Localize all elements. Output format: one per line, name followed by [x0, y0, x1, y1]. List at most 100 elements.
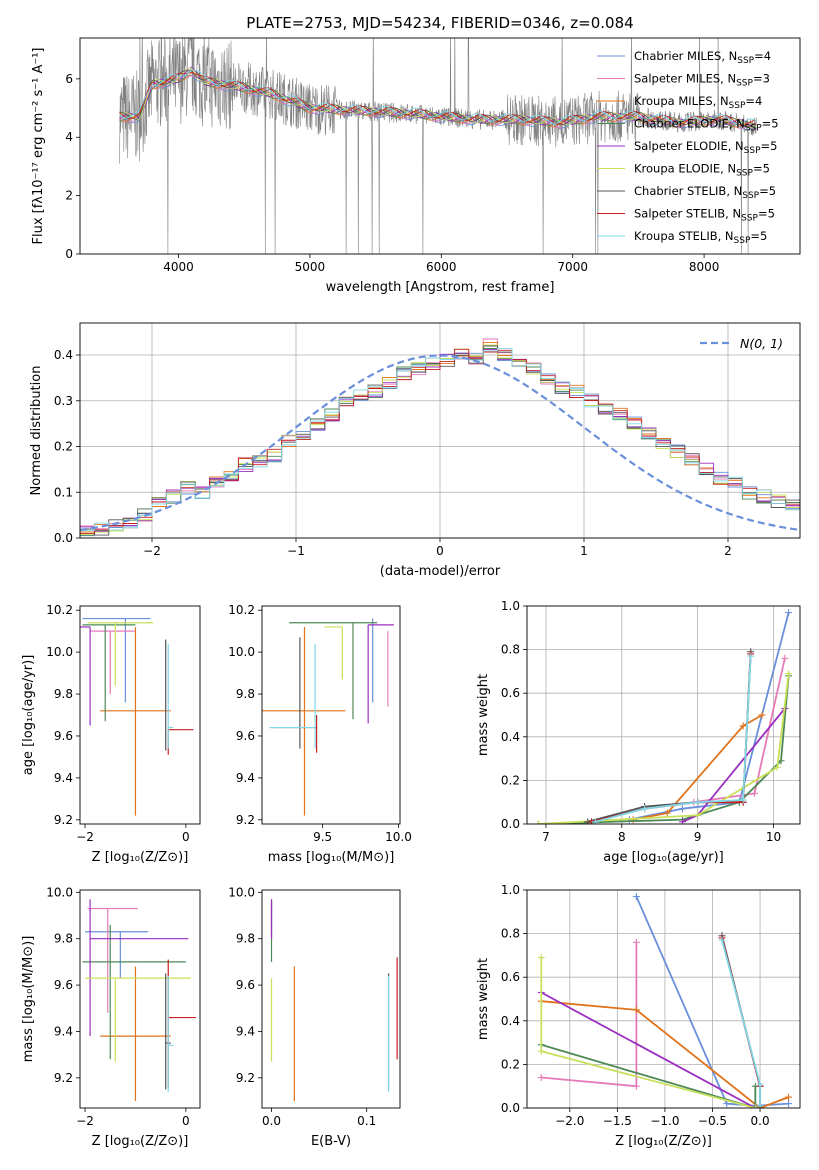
errorbar-point: [80, 626, 91, 726]
legend-label: Chabrier ELODIE, NSSP=5: [634, 117, 779, 134]
y-tick-label: 0.4: [54, 348, 73, 362]
y-tick-label: 9.2: [236, 1071, 255, 1085]
panel-massweight_vs_Z: −2.0 −1.5 −1.0 −0.5 0.0 0.0 0.2 0.4 0.6 0.8 1.0 Z […: [476, 883, 801, 1149]
panel-mass_vs_Z: −2 0 9.2 9.4 9.6 9.8 10.0 Z [log₁₀(Z/Z⊙)] mass […: [21, 885, 201, 1149]
legend-label: Chabrier MILES, NSSP=4: [634, 49, 771, 66]
legend-label: Salpeter STELIB, NSSP=5: [634, 207, 775, 224]
y-tick-label: 10.0: [46, 645, 73, 659]
x-axis-label: wavelength [Angstrom, rest frame]: [326, 280, 555, 295]
y-axis-label: Normed distribution: [29, 366, 44, 496]
y-tick-label: 9.2: [54, 1071, 73, 1085]
y-tick-label: 2: [65, 189, 73, 203]
y-tick-label: 0.3: [54, 394, 73, 408]
x-axis-label: Z [log₁₀(Z/Z⊙)]: [92, 1134, 189, 1149]
x-tick-label: −1.0: [650, 1114, 679, 1128]
histogram-step-line: [80, 341, 800, 533]
x-axis-label: Z [log₁₀(Z/Z⊙)]: [615, 1134, 712, 1149]
errorbar-point: [87, 622, 154, 686]
mass-weight-line: [538, 673, 790, 824]
y-tick-label: 9.2: [54, 813, 73, 827]
errorbar-point: [82, 617, 151, 703]
x-tick-label: 0: [182, 1114, 190, 1128]
panel-age_vs_Z: −2 0 9.2 9.4 9.6 9.8 10.0 10.2 Z [log₁₀(Z/Z⊙)] ag…: [21, 603, 201, 865]
panel-mass_vs_EBV: 0.0 0.1 9.2 9.4 9.6 9.8 10.0 E(B-V): [228, 885, 401, 1149]
mass-weight-line: [541, 1043, 757, 1108]
plot-area: [262, 618, 394, 816]
gaussian-reference-line: [80, 354, 800, 532]
model-spectrum-line: [119, 74, 757, 129]
y-tick-label: 0.8: [501, 927, 520, 941]
x-tick-label: 4000: [163, 260, 194, 274]
panel-spectrum: 4000 5000 6000 7000 8000 0 2 4 6 wavelength [Angs…: [31, 37, 801, 295]
y-tick-label: 0.4: [501, 730, 520, 744]
plot-area: [537, 893, 793, 1108]
legend-label: Kroupa ELODIE, NSSP=5: [634, 162, 770, 179]
y-tick-label: 9.4: [54, 771, 73, 785]
x-tick-label: 8000: [689, 260, 720, 274]
y-tick-label: 0.0: [501, 817, 520, 831]
mass-weight-line: [721, 939, 761, 1106]
x-tick-label: −1.5: [603, 1114, 632, 1128]
y-tick-label: 9.8: [54, 932, 73, 946]
x-tick-label: 8: [618, 830, 626, 844]
x-tick-label: −2: [76, 830, 94, 844]
histogram-step-line: [80, 348, 800, 536]
y-tick-label: 0.2: [54, 440, 73, 454]
y-tick-label: 9.8: [236, 687, 255, 701]
y-tick-label: 0.2: [501, 1057, 520, 1071]
histogram-step-line: [80, 347, 800, 532]
errorbar-point: [100, 966, 171, 1102]
axes-frame: [526, 605, 801, 825]
errorbar-point: [289, 622, 378, 720]
y-tick-label: 1.0: [501, 599, 520, 613]
y-tick-label: 9.4: [236, 1024, 255, 1038]
panel-age_vs_mass: 9.5 10.0 9.2 9.4 9.6 9.8 10.0 10.2 mass [log₁₀(M…: [228, 603, 412, 865]
y-tick-label: 9.8: [236, 932, 255, 946]
y-tick-label: 9.8: [54, 687, 73, 701]
axes-frame: [261, 605, 401, 825]
panel-residuals: −2 −1 0 1 2 0.0 0.1 0.2 0.3 0.4 (data-model)/error…: [29, 322, 801, 579]
x-tick-label: −2: [76, 1114, 94, 1128]
y-axis-label: mass [log₁₀(M/M⊙)]: [21, 936, 36, 1063]
x-tick-label: −1: [287, 544, 305, 558]
errorbar-point: [100, 626, 171, 816]
model-spectrum-line: [119, 66, 757, 130]
errorbar-point: [167, 643, 174, 749]
axes-frame: [79, 605, 201, 825]
plot-area: [119, 38, 757, 254]
x-tick-label: −2: [143, 544, 161, 558]
figure-title: PLATE=2753, MJD=54234, FIBERID=0346, z=0…: [246, 14, 633, 32]
y-tick-label: 9.6: [236, 729, 255, 743]
y-tick-label: 9.2: [236, 813, 255, 827]
errorbar-point: [85, 977, 191, 1062]
legend-label: Salpeter ELODIE, NSSP=5: [634, 139, 777, 156]
y-tick-label: 0.8: [501, 643, 520, 657]
y-axis-label: age [log₁₀(age/yr)]: [21, 655, 36, 776]
spectrum-legend: Chabrier MILES, NSSP=4 Salpeter MILES, NS…: [597, 49, 779, 246]
x-tick-label: 5000: [295, 260, 326, 274]
errorbar-point: [82, 624, 136, 722]
axes-frame: [79, 37, 801, 255]
y-tick-label: 9.6: [54, 729, 73, 743]
y-axis-label: mass weight: [476, 674, 491, 756]
x-axis-label: mass [log₁₀(M/M⊙)]: [268, 850, 395, 865]
mass-weight-line: [633, 714, 763, 821]
y-tick-label: 9.6: [236, 978, 255, 992]
y-axis-label: Flux [fλ10⁻¹⁷ erg cm⁻² s⁻¹ A⁻¹]: [31, 48, 46, 245]
histogram-step-line: [80, 348, 800, 535]
y-tick-label: 10.0: [228, 645, 255, 659]
y-tick-label: 0: [65, 247, 73, 261]
x-tick-label: 7000: [557, 260, 588, 274]
model-spectrum-line: [119, 69, 757, 125]
legend-label: Kroupa MILES, NSSP=4: [634, 94, 762, 111]
errorbar-point: [324, 626, 343, 680]
histogram-step-line: [80, 348, 800, 537]
x-tick-label: 0.1: [357, 1114, 376, 1128]
x-axis-label: age [log₁₀(age/yr)]: [603, 850, 724, 865]
errorbar-point: [271, 715, 318, 753]
mass-weight-line: [541, 1000, 789, 1108]
mass-weight-line: [540, 957, 756, 1108]
model-spectrum-line: [119, 67, 757, 129]
mass-weight-line: [540, 991, 756, 1108]
plot-area: [82, 899, 196, 1102]
